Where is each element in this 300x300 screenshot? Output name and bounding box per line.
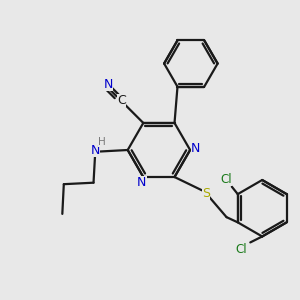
Text: N: N [90,144,100,157]
Text: C: C [117,94,126,107]
Text: S: S [202,187,210,200]
Text: N: N [137,176,146,189]
Text: Cl: Cl [236,243,247,256]
Text: H: H [98,137,105,147]
Text: N: N [104,78,113,91]
Text: N: N [191,142,200,155]
Text: Cl: Cl [220,173,232,186]
